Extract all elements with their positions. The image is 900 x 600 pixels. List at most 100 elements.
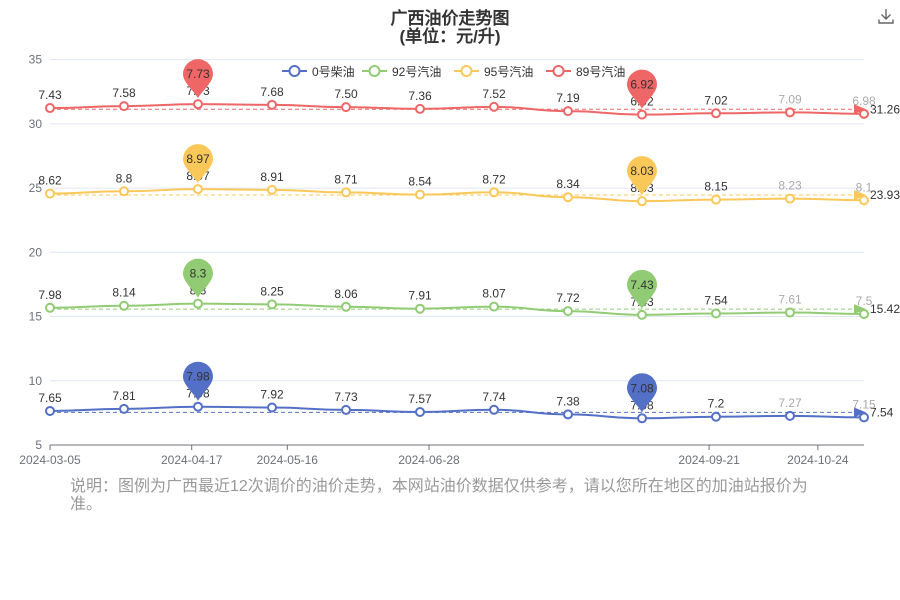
average-label: 15.42: [870, 302, 900, 316]
data-point: [563, 306, 573, 317]
data-label: 7.15: [852, 397, 876, 411]
x-tick-label: 2024-06-28: [398, 453, 460, 467]
data-point: [711, 308, 721, 319]
data-point: [341, 187, 351, 198]
y-tick-label: 5: [35, 438, 42, 452]
data-point: [119, 403, 129, 414]
legend-item[interactable]: 95号汽油: [454, 64, 533, 79]
data-point: [563, 106, 573, 117]
data-point: [711, 411, 721, 422]
series-line: [49, 405, 865, 420]
extreme-label: 7.08: [630, 381, 654, 395]
data-point: [267, 299, 277, 310]
legend-item[interactable]: 92号汽油: [362, 64, 441, 79]
extreme-label: 7.73: [186, 67, 210, 81]
legend-marker: [368, 65, 381, 77]
data-point: [859, 195, 869, 206]
data-label: 8.15: [704, 180, 728, 194]
average-label: 31.26: [870, 102, 900, 116]
data-point: [415, 189, 425, 200]
data-point: [267, 402, 277, 413]
x-tick-label: 2024-09-21: [678, 453, 740, 467]
legend-item[interactable]: 0号柴油: [282, 65, 355, 79]
data-label: 6.98: [852, 94, 876, 108]
data-label: 7.98: [38, 288, 62, 302]
data-label: 7.91: [408, 289, 432, 303]
data-label: 7.68: [260, 85, 284, 99]
series-2: 23.93 8.62 8.8 8.97 8.91 8.71 8.54 8.72 8.34 8.03…: [38, 144, 900, 207]
data-label: 7.58: [112, 86, 136, 100]
y-tick-label: 15: [29, 310, 43, 324]
legend-marker: [288, 65, 301, 77]
data-label: 8.14: [112, 286, 136, 300]
data-label: 7.43: [38, 88, 62, 102]
extreme-pin: [183, 144, 213, 184]
y-tick-label: 10: [29, 374, 43, 388]
data-point: [193, 184, 203, 195]
y-tick-label: 30: [29, 117, 43, 131]
data-point: [637, 196, 647, 207]
extreme-label: 8.03: [630, 164, 654, 178]
data-label: 7.50: [334, 87, 358, 101]
extreme-pin: [627, 373, 657, 413]
data-point: [637, 309, 647, 320]
data-point: [45, 103, 55, 114]
average-arrow: [854, 190, 866, 201]
y-tick-label: 20: [29, 245, 43, 259]
legend-label: 95号汽油: [484, 64, 533, 79]
data-point: [45, 405, 55, 416]
data-point: [415, 406, 425, 417]
series-line: [49, 188, 865, 203]
data-label: 8.71: [334, 172, 358, 186]
data-label: 8.25: [260, 284, 284, 298]
data-point: [193, 401, 203, 412]
data-point: [415, 303, 425, 314]
series-1: 15.42 7.98 8.14 8.3 8.25 8.06 7.91 8.07 7.72 7.43…: [38, 258, 900, 320]
footnote: 说明：图例为广西最近12次调价的油价走势，本网站油价数据仅供参考，请以您所在地区…: [70, 478, 808, 513]
data-point: [119, 186, 129, 197]
series-0: 7.54 7.65 7.81 7.98 7.92 7.73 7.57 7.74 7.38 7.08…: [38, 361, 894, 424]
data-label: 7.52: [482, 87, 506, 101]
average-label: 7.54: [870, 405, 894, 419]
average-arrow: [854, 304, 866, 315]
data-point: [785, 107, 795, 118]
extreme-pin: [627, 156, 657, 196]
data-label: 7.27: [778, 396, 802, 410]
series-line: [49, 302, 865, 316]
data-point: [859, 412, 869, 423]
data-label: 7.92: [260, 387, 284, 401]
data-label: 7.38: [556, 394, 580, 408]
data-point: [193, 298, 203, 309]
data-label: 7.73: [334, 390, 358, 404]
x-tick-label: 2024-10-24: [787, 453, 849, 467]
chart-title: 广西油价走势图: [390, 9, 510, 28]
data-label: 7.19: [556, 91, 580, 105]
data-label: 8.07: [482, 287, 506, 301]
data-point: [119, 101, 129, 112]
data-point: [711, 194, 721, 205]
data-point: [563, 192, 573, 203]
average-label: 23.93: [870, 188, 900, 202]
data-label: 7.65: [38, 391, 62, 405]
data-point: [489, 404, 499, 415]
data-point: [267, 99, 277, 110]
data-point: [637, 413, 647, 424]
legend-item[interactable]: 89号汽油: [546, 64, 625, 79]
download-icon[interactable]: [876, 6, 896, 26]
data-point: [785, 193, 795, 204]
extreme-pin: [183, 361, 213, 401]
series-3: 31.26 7.43 7.58 7.73 7.68 7.50 7.36 7.52 7.19 6.9…: [38, 59, 900, 120]
data-point: [45, 188, 55, 199]
data-point: [267, 184, 277, 195]
average-arrow: [854, 407, 866, 418]
data-point: [563, 409, 573, 420]
data-label: 7.5: [856, 294, 873, 308]
legend-label: 89号汽油: [576, 64, 625, 79]
data-label: 8.23: [778, 179, 802, 193]
data-label: 7.57: [408, 392, 432, 406]
data-label: 8.62: [38, 174, 62, 188]
data-point: [785, 410, 795, 421]
extreme-label: 8.3: [190, 267, 207, 281]
data-point: [637, 109, 647, 120]
average-arrow: [854, 104, 866, 115]
